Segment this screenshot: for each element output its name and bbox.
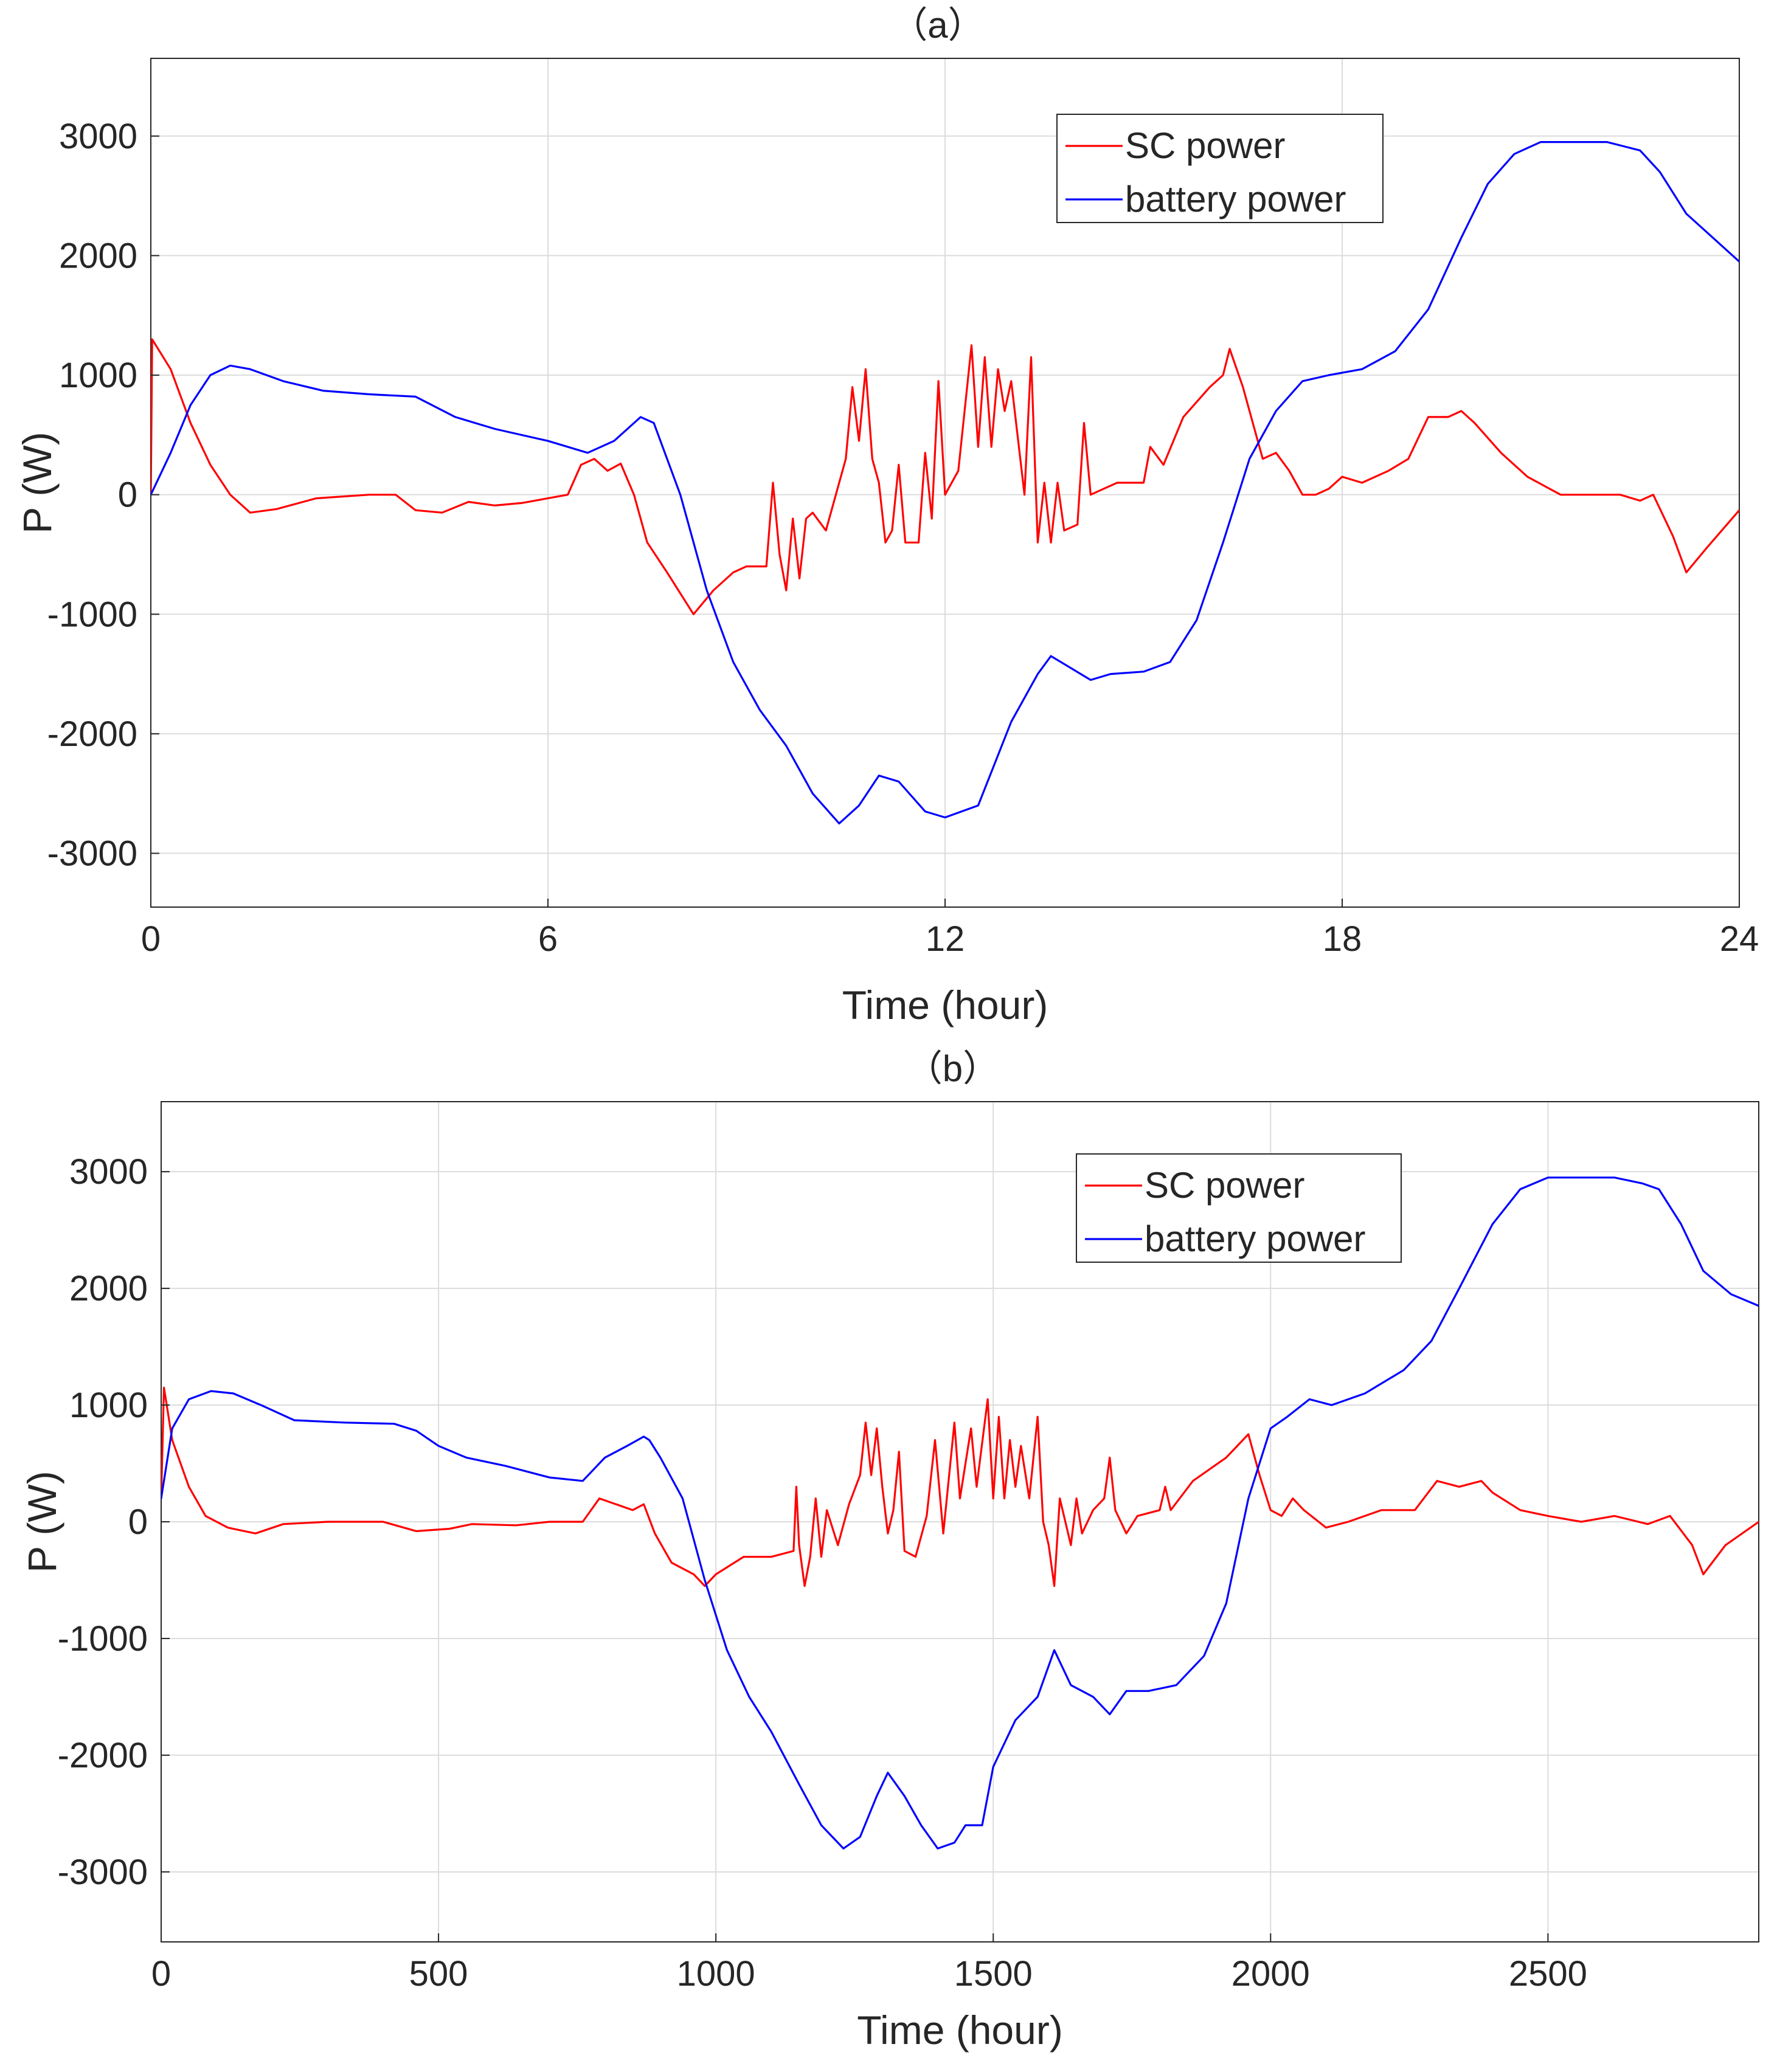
chart-title: （b） bbox=[906, 1048, 999, 1089]
sc-power-line bbox=[151, 338, 1739, 615]
x-tick-label: 2500 bbox=[1509, 1954, 1587, 1994]
y-tick-label: -2000 bbox=[58, 1736, 148, 1775]
x-axis-label: Time (hour) bbox=[857, 2008, 1063, 2053]
y-tick-label: 3000 bbox=[69, 1152, 148, 1192]
y-tick-label: -1000 bbox=[47, 595, 137, 634]
legend-label-sc-power: SC power bbox=[1125, 125, 1285, 166]
legend-label-battery-power: battery power bbox=[1125, 179, 1346, 219]
y-tick-label: -2000 bbox=[47, 714, 137, 754]
chart-title: （a） bbox=[891, 5, 984, 46]
chart-b: 0 500 1000 1500 2000 2500 -3000 -2000 -1000 0 1000… bbox=[19, 1048, 1759, 2053]
x-tick-label: 12 bbox=[926, 919, 965, 959]
x-tick-label: 1500 bbox=[954, 1954, 1033, 1994]
x-tick-label: 18 bbox=[1323, 919, 1362, 959]
legend: SC power battery power bbox=[1076, 1153, 1402, 1263]
legend: SC power battery power bbox=[1056, 114, 1384, 223]
x-tick-label: 2000 bbox=[1231, 1954, 1310, 1994]
battery-power-line bbox=[151, 141, 1739, 824]
x-axis-label: Time (hour) bbox=[842, 982, 1048, 1027]
x-tick-label: 24 bbox=[1720, 919, 1759, 959]
series-group bbox=[151, 141, 1739, 824]
y-tick-label: 2000 bbox=[69, 1269, 148, 1308]
y-tick-label: 0 bbox=[118, 475, 137, 515]
y-axis-label: P (W) bbox=[15, 432, 60, 533]
legend-box bbox=[1056, 114, 1384, 223]
x-tick-label: 6 bbox=[538, 919, 558, 959]
y-tick-label: -3000 bbox=[58, 1853, 148, 1892]
y-tick-label: -3000 bbox=[47, 834, 137, 874]
sc-power-line bbox=[161, 1386, 1759, 1587]
chart-a: 0 6 12 18 24 -3000 -2000 -1000 0 1000 2000 3000 （a） T… bbox=[15, 5, 1759, 1027]
battery-power-line bbox=[161, 1176, 1759, 1849]
x-tick-label: 0 bbox=[141, 919, 161, 959]
legend-box bbox=[1076, 1153, 1402, 1263]
y-tick-label: 1000 bbox=[59, 356, 137, 395]
y-tick-label: 1000 bbox=[69, 1386, 148, 1425]
y-axis-label: P (W) bbox=[19, 1471, 64, 1572]
legend-label-sc-power: SC power bbox=[1145, 1165, 1304, 1206]
series-group bbox=[161, 1176, 1759, 1849]
y-tick-label: 2000 bbox=[59, 236, 137, 275]
y-tick-label: 0 bbox=[128, 1502, 148, 1542]
x-tick-label: 1000 bbox=[677, 1954, 755, 1994]
x-tick-label: 0 bbox=[151, 1954, 171, 1994]
y-tick-label: 3000 bbox=[59, 117, 137, 156]
x-tick-label: 500 bbox=[409, 1954, 468, 1994]
y-tick-label: -1000 bbox=[58, 1619, 148, 1659]
legend-label-battery-power: battery power bbox=[1145, 1218, 1366, 1259]
